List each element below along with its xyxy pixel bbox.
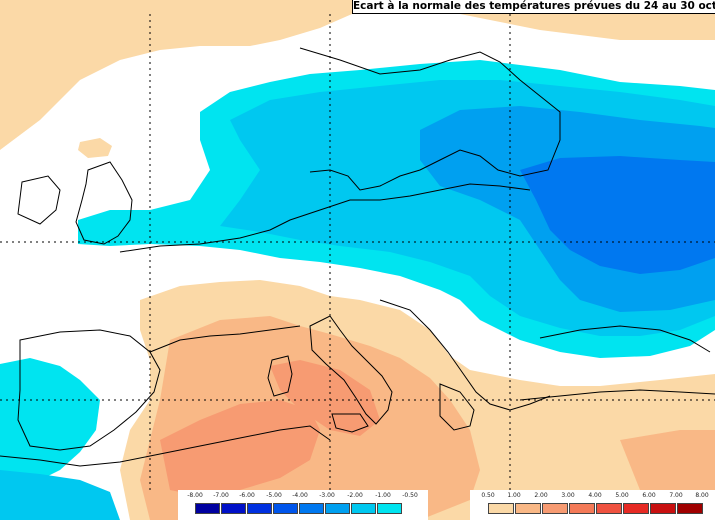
warm-legend-swatch-5 [623,503,649,514]
cold-legend-label-7: -1.00 [375,492,391,499]
warm-legend-label-2: 2.00 [534,492,548,499]
warm-legend-swatches [488,503,704,514]
warm-legend-label-0: 0.50 [481,492,495,499]
warm-legend-swatch-3 [569,503,595,514]
cold-legend-swatch-7 [377,503,402,514]
warm-legend-swatch-0 [488,503,514,514]
coast-sardinia [267,355,293,397]
coast-turkey [519,389,715,401]
warm-legend-swatch-4 [596,503,622,514]
coast-italy [309,315,393,425]
cold-legend-swatch-5 [325,503,350,514]
cold-legend-swatch-1 [221,503,246,514]
warm-legend-label-5: 5.00 [615,492,629,499]
coast-black-sea [539,325,711,353]
warm-legend-swatch-7 [677,503,703,514]
warm-legend-swatch-6 [650,503,676,514]
warm-legend-label-1: 1.00 [507,492,521,499]
cold-legend-label-3: -5.00 [266,492,282,499]
warm-legend-label-8: 8.00 [695,492,709,499]
cold-zone-iberia-deeper [0,470,120,520]
cold-legend-label-2: -6.00 [239,492,255,499]
cold-legend-label-4: -4.00 [292,492,308,499]
coast-uk [75,161,133,245]
warm-legend-label-7: 7.00 [669,492,683,499]
coast-france-south [149,325,301,353]
warm-zone-italy-2 [270,360,380,436]
coast-ireland [17,175,61,225]
coast-europe-north [119,183,531,253]
cold-legend-label-1: -7.00 [213,492,229,499]
coast-sicily [331,413,369,433]
warm-legend: 0.50 1.00 2.00 3.00 4.00 5.00 6.00 7.00 … [470,490,715,520]
warm-legend-swatch-1 [515,503,541,514]
cold-legend-swatch-2 [247,503,272,514]
cold-zone-iberia-south [0,358,100,480]
coast-balkans [379,299,551,411]
warm-zone-east-1 [620,430,715,500]
coast-scandinavia [299,47,561,191]
coast-greece [439,383,475,431]
cold-legend-label-0: -8.00 [187,492,203,499]
cold-legend-swatch-3 [273,503,298,514]
cold-legend-label-8: -0.50 [402,492,418,499]
warm-legend-labels: 0.50 1.00 2.00 3.00 4.00 5.00 6.00 7.00 … [470,491,715,500]
map-title: Ecart à la normale des températures prév… [352,0,715,14]
warm-zone-north-atlantic [0,0,352,150]
cold-legend-swatch-0 [195,503,220,514]
cold-legend-label-5: -3.00 [319,492,335,499]
warm-legend-label-3: 3.00 [561,492,575,499]
coast-iberia [17,329,161,451]
cold-legend: -8.00 -7.00 -6.00 -5.00 -4.00 -3.00 -2.0… [178,490,428,520]
warm-legend-label-4: 4.00 [588,492,602,499]
cold-zone-minus-3 [520,156,715,274]
graticule [0,14,715,490]
warm-legend-label-6: 6.00 [642,492,656,499]
warm-legend-swatch-2 [542,503,568,514]
coastlines [0,47,715,467]
warm-zone-uk-small [78,138,112,158]
coast-north-africa [0,425,331,467]
cold-legend-label-6: -2.00 [347,492,363,499]
cold-legend-labels: -8.00 -7.00 -6.00 -5.00 -4.00 -3.00 -2.0… [178,491,428,500]
cold-legend-swatch-4 [299,503,324,514]
cold-legend-swatches [195,503,403,514]
warm-zone-north-africa-2 [160,400,320,496]
cold-legend-swatch-6 [351,503,376,514]
